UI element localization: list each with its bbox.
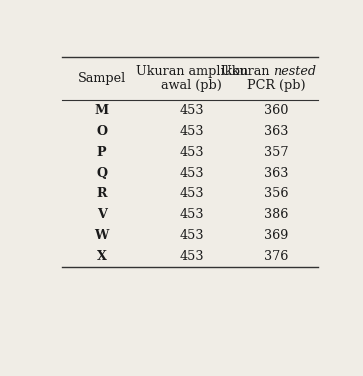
Text: 363: 363: [264, 125, 288, 138]
Text: 453: 453: [179, 146, 204, 159]
Text: V: V: [97, 208, 107, 221]
Text: R: R: [96, 187, 107, 200]
Text: 453: 453: [179, 104, 204, 117]
Text: 453: 453: [179, 167, 204, 180]
Text: 369: 369: [264, 229, 288, 242]
Text: 356: 356: [264, 187, 288, 200]
Text: 453: 453: [179, 250, 204, 263]
Text: Ukuran: Ukuran: [221, 65, 273, 78]
Text: P: P: [97, 146, 106, 159]
Text: W: W: [94, 229, 109, 242]
Text: 453: 453: [179, 125, 204, 138]
Text: X: X: [97, 250, 107, 263]
Text: 386: 386: [264, 208, 288, 221]
Text: 453: 453: [179, 208, 204, 221]
Text: Sampel: Sampel: [78, 72, 126, 85]
Text: awal (pb): awal (pb): [161, 79, 222, 92]
Text: Ukuran amplikon: Ukuran amplikon: [136, 65, 248, 78]
Text: 453: 453: [179, 229, 204, 242]
Text: O: O: [96, 125, 107, 138]
Text: PCR (pb): PCR (pb): [247, 79, 305, 92]
Text: Q: Q: [96, 167, 107, 180]
Text: 360: 360: [264, 104, 288, 117]
Text: nested: nested: [273, 65, 316, 78]
Text: M: M: [95, 104, 109, 117]
Text: 376: 376: [264, 250, 288, 263]
Text: 357: 357: [264, 146, 288, 159]
Text: 453: 453: [179, 187, 204, 200]
Text: 363: 363: [264, 167, 288, 180]
